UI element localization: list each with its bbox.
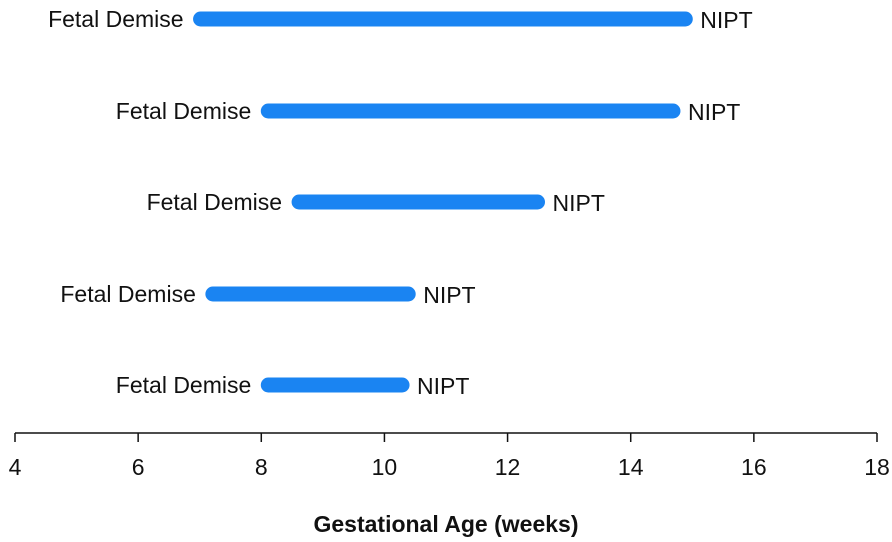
x-tick-label: 6 [132,454,145,480]
start-label: Fetal Demise [48,6,183,32]
x-tick-label: 16 [741,454,767,480]
start-label: Fetal Demise [116,98,251,124]
end-label: NIPT [423,282,475,308]
end-label: NIPT [688,99,740,125]
end-label: NIPT [700,7,752,33]
end-label: NIPT [417,373,469,399]
x-tick-label: 8 [255,454,268,480]
x-axis-label: Gestational Age (weeks) [313,511,578,537]
start-label: Fetal Demise [147,189,282,215]
x-tick-label: 18 [864,454,890,480]
start-label: Fetal Demise [116,372,251,398]
x-tick-label: 10 [372,454,398,480]
x-tick-label: 14 [618,454,644,480]
end-label: NIPT [553,190,605,216]
x-tick-label: 4 [9,454,22,480]
start-label: Fetal Demise [60,281,195,307]
x-tick-label: 12 [495,454,521,480]
